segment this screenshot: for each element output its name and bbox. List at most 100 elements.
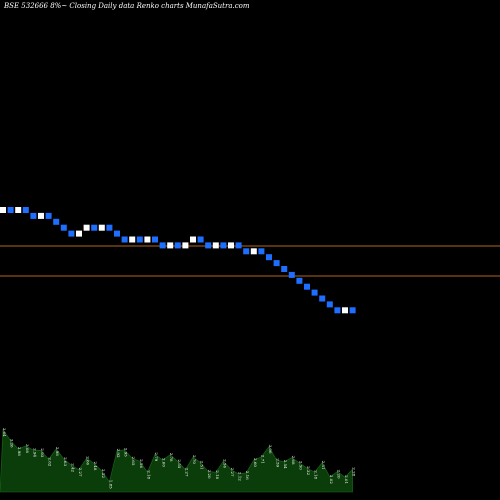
volume-label: 2.93 (40, 448, 45, 457)
volume-label: 2.54 (283, 460, 288, 469)
down-brick (243, 248, 250, 255)
down-brick (281, 266, 288, 272)
volume-label: 2.62 (48, 457, 53, 466)
down-brick (349, 307, 356, 314)
renko-bricks (0, 207, 356, 314)
volume-label: 2.01 (344, 475, 349, 484)
down-brick (220, 242, 227, 249)
down-brick (106, 224, 113, 231)
volume-label: 2.59 (276, 458, 281, 467)
volume-label: 2.60 (253, 458, 258, 467)
down-brick (114, 230, 120, 237)
up-brick (182, 242, 189, 249)
up-brick (190, 236, 196, 243)
volume-label: 2.66 (86, 456, 91, 465)
volume-label: 2.32 (306, 466, 311, 475)
down-brick (334, 307, 341, 314)
volume-label: 3.08 (25, 444, 30, 453)
down-brick (326, 301, 333, 308)
up-brick (342, 307, 348, 314)
down-brick (45, 212, 52, 219)
down-brick (152, 236, 158, 243)
volume-label: 2.22 (101, 469, 106, 478)
down-brick (296, 277, 303, 284)
volume-label: 2.98 (55, 447, 60, 456)
up-brick (98, 224, 105, 231)
volume-label: 2.94 (32, 448, 37, 457)
down-brick (60, 224, 67, 231)
up-brick (15, 207, 22, 213)
volume-label: 3.26 (10, 439, 15, 448)
volume-label: 2.56 (222, 459, 227, 468)
down-brick (159, 242, 166, 249)
down-brick (7, 207, 14, 213)
down-brick (68, 230, 75, 237)
up-brick (250, 248, 257, 255)
up-brick (167, 242, 174, 249)
volume-label: 2.68 (291, 456, 296, 465)
volume-label: 1.85 (108, 480, 113, 489)
volume-label: 2.27 (78, 468, 83, 477)
down-brick (121, 236, 128, 243)
down-brick (311, 289, 318, 296)
down-brick (174, 242, 181, 249)
volume-label: 2.65 (131, 457, 136, 466)
up-brick (83, 224, 90, 231)
volume-label: 2.55 (177, 459, 182, 468)
volume-label: 2.70 (192, 455, 197, 464)
down-brick (235, 242, 242, 249)
volume-label: 2.78 (169, 453, 174, 462)
down-brick (266, 254, 272, 261)
up-brick (0, 207, 6, 213)
volume-label: 2.92 (116, 449, 121, 458)
volume-label: 2.50 (298, 461, 303, 470)
volume-label: 2.51 (200, 461, 205, 470)
chart-title: BSE 532666 8%~ Closing Daily data Renko … (3, 2, 250, 10)
volume-label: 2.95 (124, 448, 129, 457)
down-brick (319, 295, 326, 302)
volume-label: 2.28 (352, 467, 357, 476)
volume-label: 2.79 (154, 452, 159, 461)
down-brick (136, 236, 143, 243)
volume-label: 2.48 (93, 462, 98, 471)
volume-label: 3.64 (2, 428, 7, 437)
volume-label: 2.27 (230, 468, 235, 477)
down-brick (197, 236, 204, 243)
up-brick (228, 242, 234, 249)
down-brick (30, 212, 37, 219)
volume-label: 2.12 (238, 472, 243, 481)
volume-label: 2.18 (215, 470, 220, 479)
volume-label: 2.02 (329, 475, 334, 484)
down-brick (258, 248, 265, 255)
down-brick (273, 260, 280, 267)
volume-area: 3.643.262.98 3.08 2.94 2.932.622.982.632.42… (0, 428, 357, 493)
down-brick (53, 218, 60, 225)
volume-label: 2.51 (321, 461, 326, 470)
up-brick (129, 236, 136, 243)
level-lines (0, 245, 500, 277)
volume-label: 2.56 (139, 459, 144, 468)
up-brick (76, 230, 82, 237)
volume-label: 2.98 (17, 447, 22, 456)
volume-label: 2.16 (245, 471, 250, 480)
down-brick (22, 207, 29, 213)
up-brick (38, 212, 44, 219)
volume-fill (0, 428, 353, 493)
volume-label: 3.06 (268, 445, 273, 454)
up-brick (212, 242, 219, 249)
down-brick (91, 224, 98, 231)
down-brick (304, 283, 310, 290)
volume-label: 2.42 (70, 463, 75, 472)
volume-label: 2.18 (314, 470, 319, 479)
down-brick (205, 242, 212, 249)
volume-label: 2.18 (146, 470, 151, 479)
volume-label: 2.27 (184, 468, 189, 477)
down-brick (288, 271, 295, 278)
volume-label: 2.63 (63, 457, 68, 466)
volume-label: 2.20 (336, 470, 341, 479)
volume-label: 2.71 (260, 455, 265, 464)
up-brick (144, 236, 151, 243)
volume-label: 2.20 (207, 470, 212, 479)
volume-label: 2.60 (162, 458, 167, 467)
